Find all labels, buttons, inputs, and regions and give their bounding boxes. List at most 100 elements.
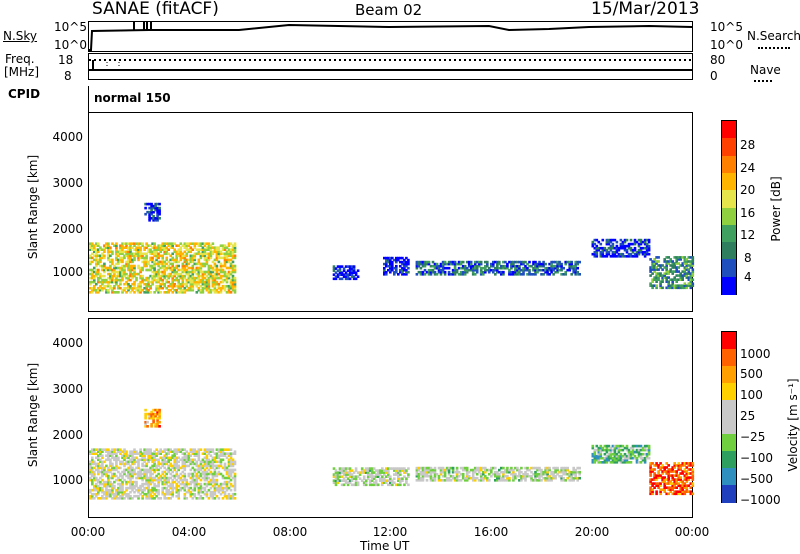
heatmap-cell — [115, 494, 118, 498]
heatmap-cell — [374, 475, 378, 478]
heatmap-cell — [131, 272, 134, 276]
heatmap-cell — [603, 456, 607, 460]
heatmap-cell — [593, 238, 597, 242]
heatmap-cell — [661, 274, 664, 277]
heatmap-cell — [131, 450, 134, 453]
heatmap-cell — [496, 479, 499, 482]
heatmap-cell — [109, 494, 112, 498]
heatmap-cell — [115, 497, 118, 500]
heatmap-cell — [687, 272, 691, 275]
heatmap-cell — [133, 252, 136, 256]
heatmap-cell — [105, 480, 108, 484]
heatmap-cell — [205, 484, 209, 488]
heatmap-cell — [637, 444, 641, 448]
heatmap-cell — [107, 280, 110, 284]
heatmap-cell — [401, 268, 404, 272]
heatmap-cell — [111, 450, 114, 453]
heatmap-cell — [133, 264, 136, 268]
heatmap-cell — [101, 460, 104, 464]
heatmap-cell — [175, 291, 178, 294]
heatmap-cell — [117, 286, 120, 290]
heatmap-cell — [203, 282, 207, 286]
heatmap-cell — [219, 244, 223, 247]
heatmap-cell — [146, 412, 149, 416]
heatmap-cell — [121, 488, 124, 492]
heatmap-cell — [167, 288, 170, 292]
heatmap-cell — [597, 248, 601, 252]
heatmap-cell — [421, 468, 425, 472]
heatmap-cell — [615, 458, 619, 462]
heatmap-cell — [675, 478, 678, 481]
heatmap-cell — [233, 497, 237, 500]
heatmap-cell — [461, 468, 465, 472]
heatmap-cell — [151, 242, 154, 245]
heatmap-cell — [144, 412, 147, 416]
heatmap-cell — [179, 291, 183, 294]
heatmap-cell — [661, 276, 664, 279]
heatmap-cell — [189, 468, 193, 472]
velocity-colorbar-label: Velocity [m s⁻¹] — [786, 378, 800, 472]
heatmap-cell — [103, 472, 106, 476]
heatmap-cell — [221, 274, 225, 278]
heatmap-cell — [595, 246, 599, 250]
heatmap-cell — [465, 266, 469, 270]
heatmap-cell — [152, 416, 155, 420]
heatmap-cell — [498, 476, 501, 480]
heatmap-cell — [150, 416, 153, 420]
heatmap-cell — [637, 452, 641, 456]
heatmap-cell — [332, 269, 336, 272]
heatmap-cell — [407, 260, 410, 264]
heatmap-cell — [401, 273, 404, 276]
heatmap-cell — [475, 472, 479, 476]
heatmap-cell — [93, 462, 96, 466]
heatmap-cell — [233, 266, 237, 270]
heatmap-cell — [107, 268, 110, 272]
heatmap-cell — [677, 466, 680, 469]
heatmap-cell — [665, 272, 668, 275]
heatmap-cell — [498, 479, 501, 482]
heatmap-cell — [683, 262, 687, 265]
heatmap-cell — [119, 280, 122, 284]
heatmap-cell — [152, 219, 155, 222]
heatmap-cell — [155, 246, 158, 249]
heatmap-cell — [179, 282, 183, 286]
heatmap-cell — [141, 452, 144, 455]
heatmap-cell — [225, 497, 229, 500]
heatmap-cell — [473, 470, 477, 474]
heatmap-cell — [405, 273, 408, 276]
heatmap-cell — [227, 252, 231, 256]
heatmap-cell — [687, 490, 691, 493]
heatmap-cell — [131, 466, 134, 470]
heatmap-cell — [137, 288, 140, 292]
heatmap-cell — [572, 470, 575, 474]
heatmap-cell — [223, 492, 227, 496]
heatmap-cell — [93, 288, 96, 292]
heatmap-cell — [183, 484, 187, 488]
heatmap-cell — [183, 452, 187, 455]
heatmap-cell — [187, 464, 191, 468]
heatmap-cell — [366, 477, 370, 480]
heatmap-cell — [645, 444, 649, 448]
heatmap-cell — [641, 448, 645, 452]
heatmap-cell — [177, 492, 180, 496]
velocity-cb-tick-500: 500 — [740, 367, 763, 381]
heatmap-cell — [143, 252, 146, 256]
heatmap-cell — [574, 273, 577, 276]
heatmap-cell — [199, 268, 203, 272]
heatmap-cell — [512, 472, 515, 476]
heatmap-cell — [221, 284, 225, 288]
xtick-2000: 20:00 — [574, 525, 610, 539]
heatmap-cell — [405, 262, 408, 266]
heatmap-cell — [591, 461, 595, 464]
heatmap-cell — [187, 244, 191, 247]
heatmap-cell — [685, 258, 689, 261]
heatmap-cell — [625, 250, 629, 254]
heatmap-cell — [562, 479, 565, 482]
heatmap-cell — [107, 244, 110, 247]
heatmap-cell — [197, 454, 201, 457]
heatmap-cell — [405, 471, 408, 474]
heatmap-cell — [229, 494, 233, 498]
heatmap-cell — [679, 464, 682, 467]
heatmap-cell — [107, 456, 110, 460]
heatmap-cell — [677, 468, 680, 471]
